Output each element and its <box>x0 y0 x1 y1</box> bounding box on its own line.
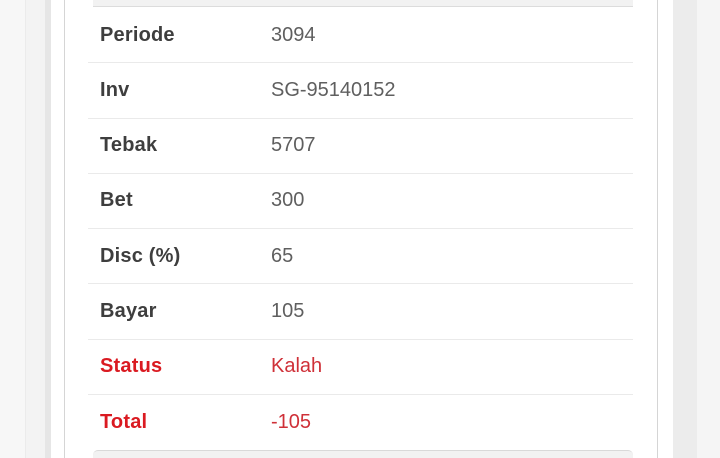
row-value: -105 <box>271 410 312 433</box>
row-value: SG-95140152 <box>271 78 396 101</box>
table-row-periode: Periode 3094 <box>88 8 633 64</box>
row-label: Disc (%) <box>100 244 181 267</box>
bet-detail-table: Periode 3094 Inv SG-95140152 Tebak 5707 … <box>88 8 633 450</box>
panel-heading-bottom-partial <box>93 450 633 458</box>
row-label: Total <box>100 410 148 433</box>
table-row-bayar: Bayar 105 <box>88 284 633 340</box>
row-value: 105 <box>271 299 305 322</box>
row-value: 65 <box>271 244 294 267</box>
table-row-inv: Inv SG-95140152 <box>88 63 633 119</box>
row-value: 300 <box>271 189 305 212</box>
row-label status-label: Status <box>100 355 163 378</box>
panel-heading-top-partial <box>93 0 633 7</box>
row-label: Tebak <box>100 134 158 157</box>
page-background-right-band <box>673 0 697 458</box>
page-background-left-inner <box>25 0 45 458</box>
row-label: Bayar <box>100 299 157 322</box>
status-badge: Kalah <box>271 355 323 378</box>
table-row-status: Status Kalah <box>88 340 633 395</box>
row-label: Inv <box>100 78 130 101</box>
table-row-total: Total -105 <box>88 395 633 450</box>
table-row-bet: Bet 300 <box>88 174 633 229</box>
row-label: Bet <box>100 189 133 212</box>
row-value: 5707 <box>271 134 316 157</box>
detail-card: Periode 3094 Inv SG-95140152 Tebak 5707 … <box>64 0 658 458</box>
table-row-disc: Disc (%) 65 <box>88 229 633 285</box>
row-label: Periode <box>100 23 175 46</box>
left-scrollbar-track[interactable] <box>45 0 51 458</box>
row-value: 3094 <box>271 23 316 46</box>
table-row-tebak: Tebak 5707 <box>88 119 633 174</box>
page-background-right-edge <box>697 0 720 458</box>
page-background-left <box>0 0 25 458</box>
